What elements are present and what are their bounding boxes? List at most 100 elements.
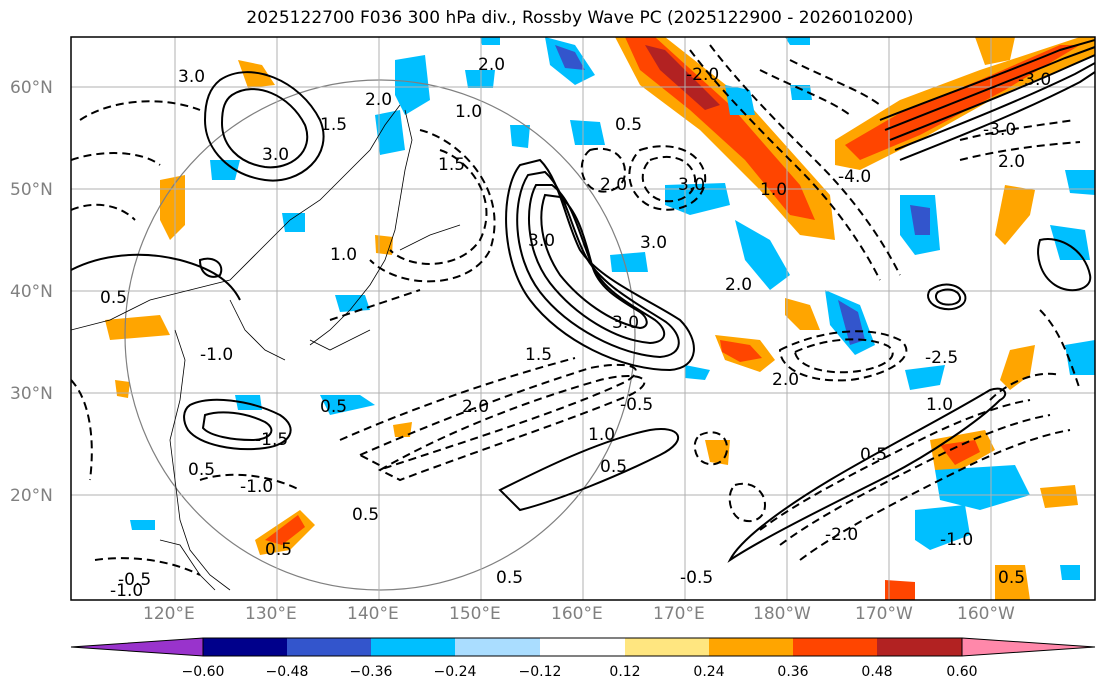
positive-div-patch [238, 60, 275, 88]
svg-text:1.0: 1.0 [330, 245, 357, 265]
negative-div-patch [570, 120, 605, 145]
positive-div-patch [160, 175, 185, 240]
svg-text:0.5: 0.5 [188, 460, 215, 480]
lat-label: 50°N [10, 180, 53, 200]
negative-div-patch [510, 125, 530, 148]
svg-text:1.0: 1.0 [926, 395, 953, 415]
svg-text:0.5: 0.5 [265, 540, 292, 560]
svg-text:-1.0: -1.0 [940, 530, 973, 550]
negative-div-patch [375, 110, 405, 155]
lon-label: 170°E [653, 604, 705, 624]
negative-div-patch [610, 252, 648, 272]
positive-div-patch [265, 515, 305, 545]
svg-text:0.5: 0.5 [615, 115, 642, 135]
svg-text:-4.0: -4.0 [838, 167, 871, 187]
colorbar-tick: −0.24 [433, 664, 477, 680]
positive-div-patch [975, 37, 1015, 65]
colorbar-tick: 0.36 [777, 664, 809, 680]
lon-label: 140°E [347, 604, 399, 624]
negative-div-patch [555, 45, 585, 70]
svg-text:3.0: 3.0 [612, 313, 639, 333]
colorbar-tick: −0.36 [349, 664, 393, 680]
svg-text:3.0: 3.0 [262, 145, 289, 165]
negative-div-patch [465, 70, 495, 88]
svg-text:2.0: 2.0 [772, 370, 799, 390]
negative-div-patch [130, 520, 155, 530]
map-plot-area: 3.0 3.0 3.0 3.0 3.0 3.0 2.0 2.0 2.0 2.0 … [71, 37, 1095, 600]
colorbar-tick: 0.12 [609, 664, 641, 680]
svg-text:2.0: 2.0 [998, 152, 1025, 172]
lat-label: 30°N [10, 384, 53, 404]
svg-text:0.5: 0.5 [496, 568, 523, 588]
svg-text:1.0: 1.0 [760, 180, 787, 200]
positive-div-patch [995, 565, 1030, 600]
positive-div-patch [705, 440, 730, 465]
svg-text:-0.5: -0.5 [118, 570, 151, 590]
positive-div-patch [105, 315, 170, 340]
svg-text:2.0: 2.0 [478, 55, 505, 75]
negative-div-patch [935, 465, 1030, 510]
positive-div-patch [115, 380, 130, 398]
svg-text:0.5: 0.5 [860, 445, 887, 465]
negative-div-patch [282, 213, 305, 232]
lat-label: 40°N [10, 282, 53, 302]
map-title: 2025122700 F036 300 hPa div., Rossby Wav… [246, 8, 914, 28]
lat-label: 60°N [10, 78, 53, 98]
svg-text:-1.0: -1.0 [200, 345, 233, 365]
positive-div-patch [625, 37, 815, 220]
svg-text:0.5: 0.5 [600, 457, 627, 477]
colorbar-tick: 0.24 [693, 664, 725, 680]
svg-text:0.5: 0.5 [998, 568, 1025, 588]
positive-div-patch [1000, 345, 1035, 390]
positive-div-patch [1040, 485, 1078, 508]
colorbar-extend-low [70, 637, 204, 657]
svg-text:-3.0: -3.0 [1018, 70, 1051, 90]
lon-label: 170°W [855, 604, 913, 624]
dashed-contours [71, 44, 1081, 576]
lat-label: 20°N [10, 486, 53, 506]
svg-text:-2.0: -2.0 [825, 525, 858, 545]
svg-text:3.0: 3.0 [528, 231, 555, 251]
negative-div-patch [685, 365, 710, 380]
colorbar [70, 637, 1096, 657]
negative-div-patch [210, 160, 240, 180]
colorbar-extend-high [961, 637, 1096, 657]
svg-text:-0.5: -0.5 [620, 395, 653, 415]
negative-div-patch [1050, 225, 1090, 260]
colorbar-tick: 0.48 [861, 664, 893, 680]
negative-div-patch [1060, 565, 1080, 580]
svg-text:-2.5: -2.5 [925, 348, 958, 368]
negative-div-patch [790, 85, 812, 100]
lon-label: 120°E [143, 604, 195, 624]
lon-label: 130°E [245, 604, 297, 624]
svg-text:2.0: 2.0 [725, 275, 752, 295]
positive-div-patch [995, 185, 1035, 245]
svg-text:3.0: 3.0 [640, 233, 667, 253]
positive-div-patch [393, 422, 412, 437]
svg-text:-1.0: -1.0 [240, 477, 273, 497]
svg-text:1.0: 1.0 [455, 102, 482, 122]
svg-text:1.5: 1.5 [438, 155, 465, 175]
negative-div-patch [320, 395, 375, 415]
svg-text:3.0: 3.0 [178, 67, 205, 87]
svg-text:2.0: 2.0 [365, 90, 392, 110]
svg-text:-0.5: -0.5 [680, 568, 713, 588]
svg-text:2.0: 2.0 [600, 175, 627, 195]
lon-label: 180°W [753, 604, 811, 624]
lon-label: 150°E [449, 604, 501, 624]
solid-contours [71, 39, 1095, 563]
lon-label: 160°W [957, 604, 1015, 624]
negative-div-patch [725, 85, 755, 115]
negative-div-patch [785, 37, 810, 45]
svg-text:-3.0: -3.0 [983, 120, 1016, 140]
svg-text:1.5: 1.5 [320, 115, 347, 135]
positive-div-patch [785, 298, 820, 330]
svg-text:3.0: 3.0 [678, 175, 705, 195]
svg-text:1.5: 1.5 [525, 345, 552, 365]
map-frame [70, 36, 1096, 601]
great-circle [124, 79, 636, 591]
positive-div-patch [845, 45, 1080, 160]
positive-div-patch [885, 580, 915, 600]
colorbar-tick: 0.60 [946, 664, 978, 680]
